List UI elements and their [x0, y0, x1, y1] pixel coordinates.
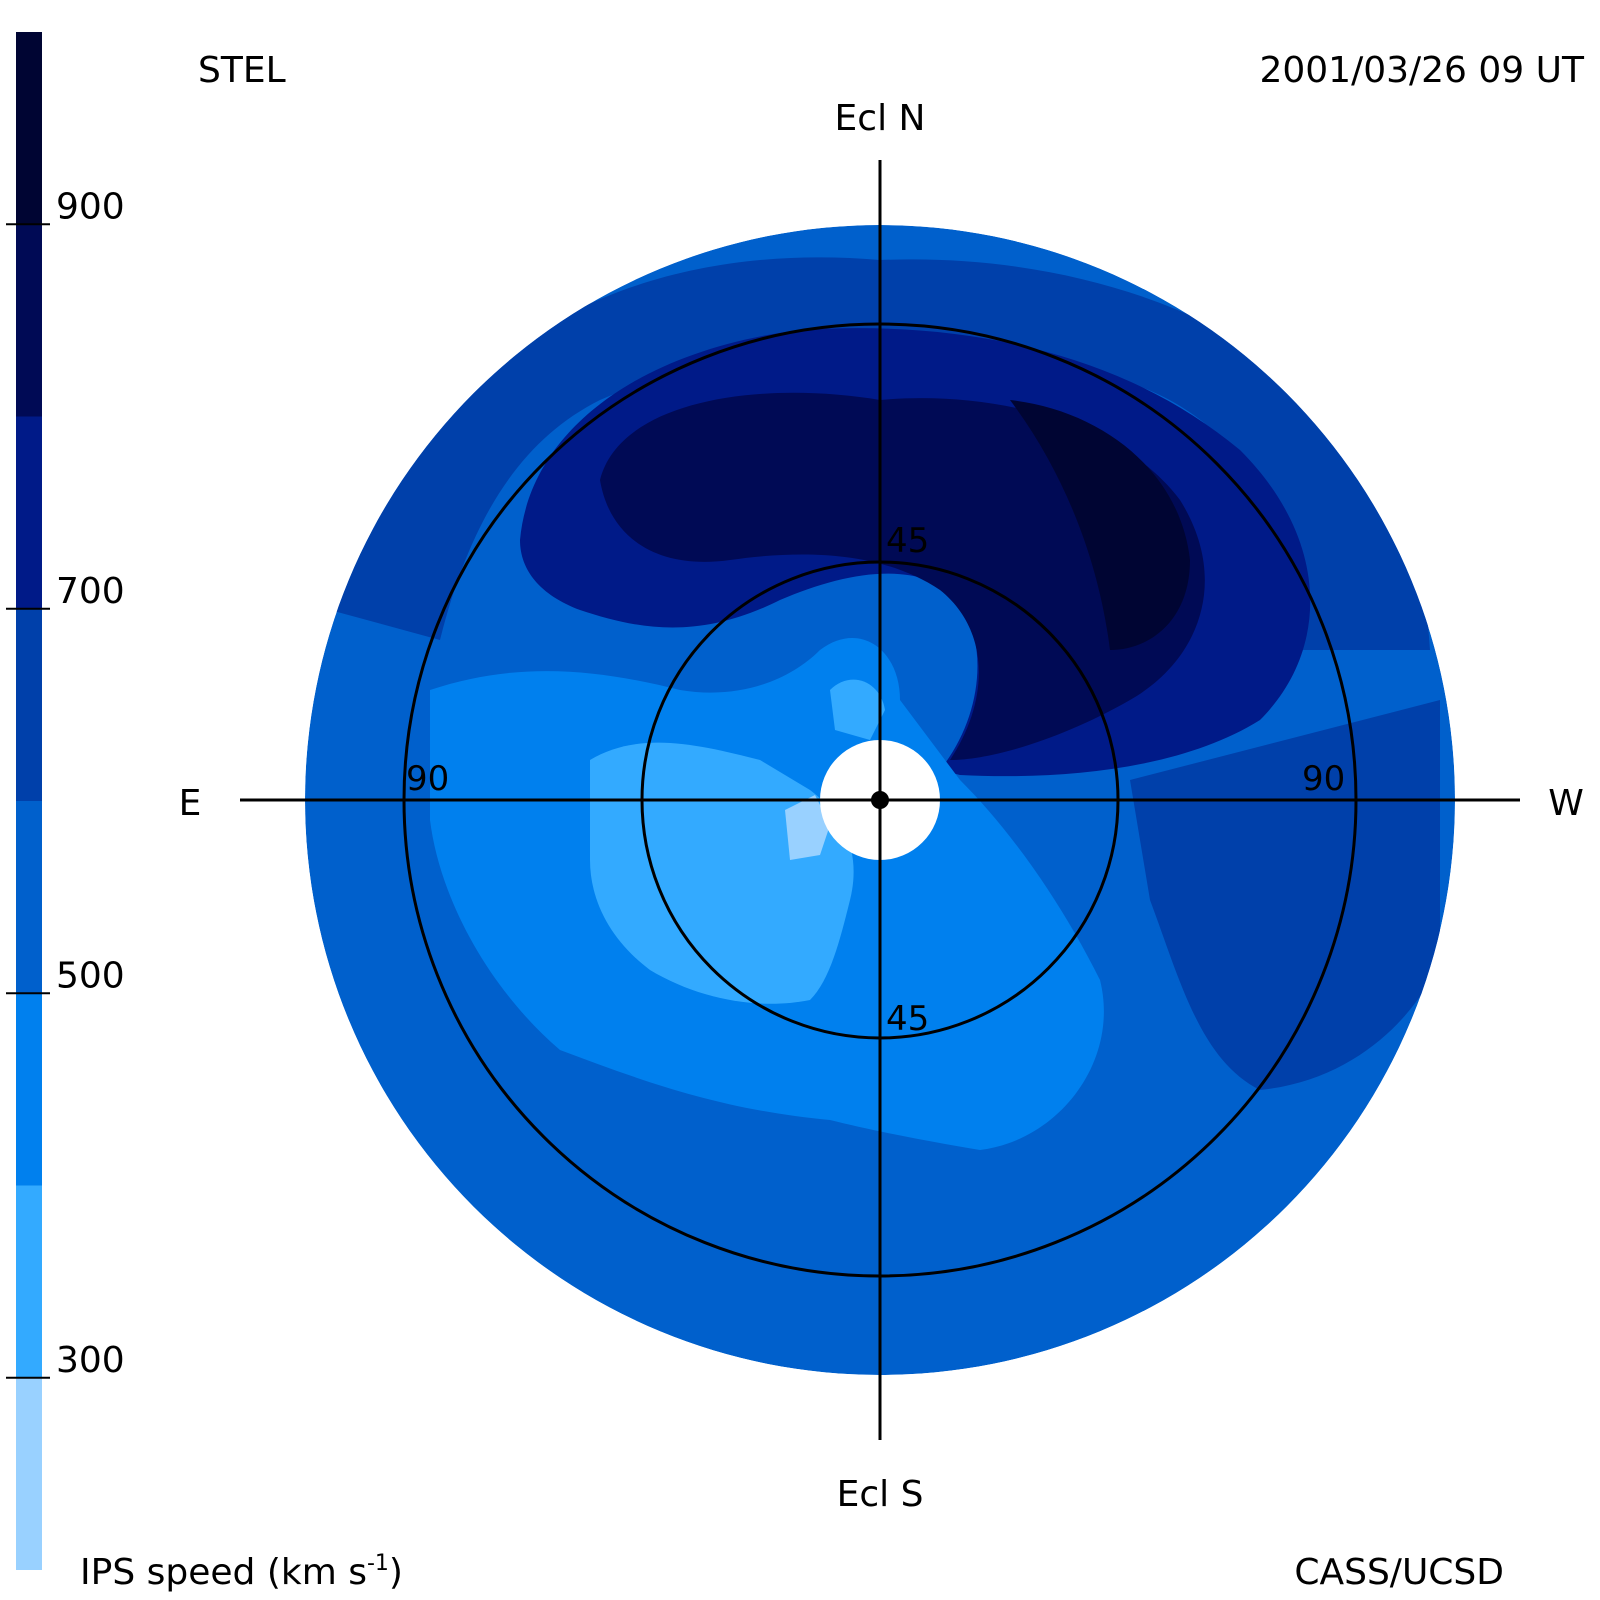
speed-region-350-east-patch [830, 679, 885, 740]
speed-region-650-north [330, 257, 1430, 650]
header-timestamp: 2001/03/26 09 UT [1259, 50, 1585, 91]
ring-label-45-top: 45 [886, 521, 929, 561]
speed-region-350 [590, 742, 854, 1004]
ring-label-90-west: 90 [1302, 759, 1345, 799]
colorbar-label: IPS speed (km s-1) [80, 1551, 403, 1593]
colorbar-level-200-300 [16, 1377, 42, 1570]
sun-center-dot [871, 791, 889, 809]
direction-south: Ecl S [837, 1474, 924, 1515]
direction-east: E [179, 783, 202, 824]
colorbar-level-400-500 [16, 993, 42, 1186]
speed-region-250 [785, 795, 830, 860]
colorbar-level-300-400 [16, 1185, 42, 1378]
header-observatory: STEL [198, 50, 286, 91]
colorbar-level-700-800 [16, 416, 42, 609]
speed-region-850 [600, 392, 1205, 760]
colorbar-level-900-1000 [16, 32, 42, 225]
colorbar-tick-label-300: 300 [56, 1340, 125, 1381]
colorbar [16, 32, 42, 1570]
colorbar-level-800-900 [16, 224, 42, 417]
ring-label-45-bottom: 45 [886, 999, 929, 1039]
colorbar-tick-label-900: 900 [56, 186, 125, 227]
colorbar-label-superscript: -1 [367, 1551, 389, 1576]
colorbar-tick-label-500: 500 [56, 955, 125, 996]
colorbar-level-600-700 [16, 608, 42, 801]
direction-west: W [1548, 783, 1584, 824]
speed-region-950 [1010, 400, 1190, 650]
colorbar-ticks: 300 500 700 900 [6, 186, 125, 1381]
ring-label-90-east: 90 [406, 759, 449, 799]
direction-north: Ecl N [835, 98, 926, 139]
footer-credit: CASS/UCSD [1294, 1552, 1504, 1593]
colorbar-tick-label-700: 700 [56, 571, 125, 612]
colorbar-level-500-600 [16, 801, 42, 994]
speed-region-650-west [1130, 700, 1440, 1090]
